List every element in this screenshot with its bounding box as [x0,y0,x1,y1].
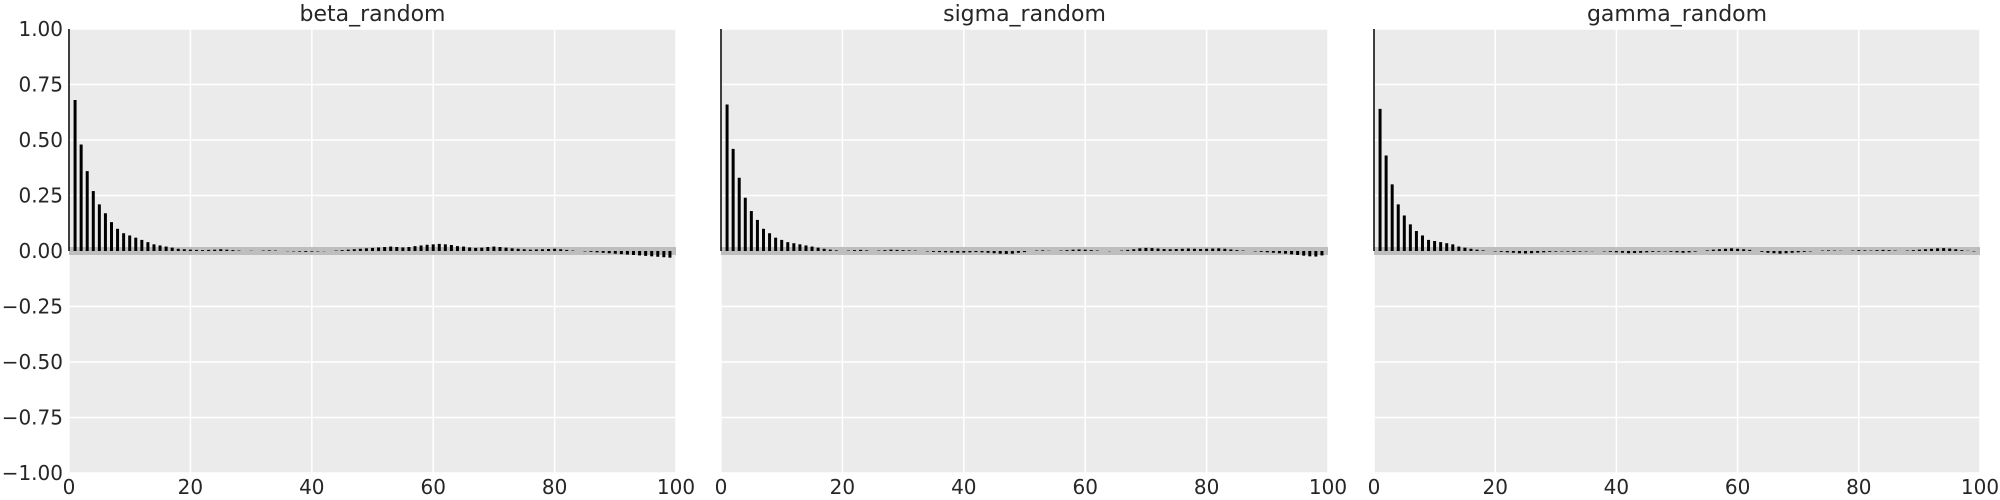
x-tick-label: 20 [178,475,203,499]
y-tick-label: 1.00 [18,17,63,41]
y-tick-label: 0.75 [18,73,63,97]
subplot-0: beta_random 0 20 40 60 80 100 1.00 0.75 0.50 0.25 0… [2,2,695,499]
y-tick-label: 0.00 [18,239,63,263]
subplot-2: gamma_random 0 20 40 60 80 100 [1368,2,1999,499]
x-tick-label: 60 [1072,475,1097,499]
subplot-1: sigma_random 0 20 40 60 80 100 [715,2,1347,499]
chart-title: gamma_random [1587,2,1767,27]
x-tick-label: 60 [420,475,445,499]
y-tick-label: −1.00 [2,461,63,485]
y-tick-label: −0.50 [2,350,63,374]
x-tick-label: 60 [1725,475,1750,499]
x-tick-label: 20 [1482,475,1507,499]
x-tick-label: 100 [1309,475,1347,499]
x-tick-label: 40 [951,475,976,499]
x-tick-label: 100 [657,475,695,499]
x-tick-label: 0 [63,475,76,499]
x-tick-label: 100 [1961,475,1999,499]
y-tick-label: 0.25 [18,184,63,208]
y-tick-label: −0.75 [2,406,63,430]
x-tick-label: 40 [1604,475,1629,499]
x-tick-label: 0 [1368,475,1381,499]
x-tick-label: 20 [830,475,855,499]
y-tick-label: −0.25 [2,295,63,319]
x-tick-label: 80 [1194,475,1219,499]
y-tick-label: 0.50 [18,128,63,152]
x-tick-label: 0 [715,475,728,499]
x-tick-label: 40 [299,475,324,499]
x-tick-label: 80 [1846,475,1871,499]
chart-title: beta_random [300,2,446,27]
chart-title: sigma_random [943,2,1106,27]
x-tick-label: 80 [542,475,567,499]
